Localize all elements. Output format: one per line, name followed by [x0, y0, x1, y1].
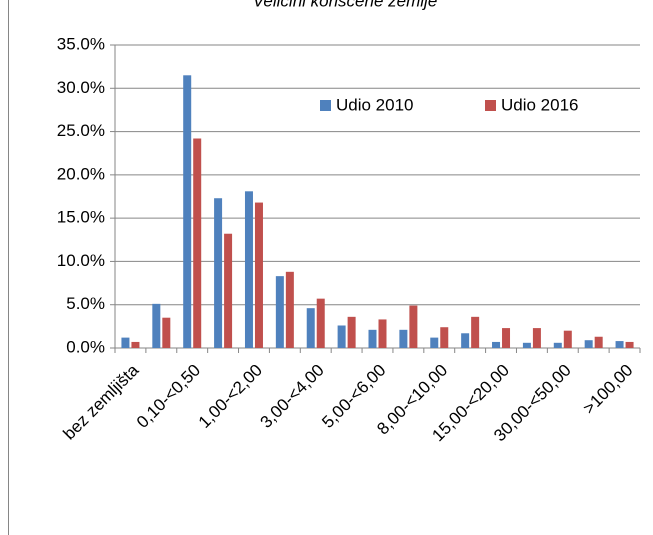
bar	[461, 333, 470, 348]
y-tick-label: 35.0%	[57, 34, 105, 53]
y-tick-label: 15.0%	[57, 208, 105, 227]
y-tick-label: 30.0%	[57, 78, 105, 97]
bar	[563, 330, 572, 348]
bar	[337, 325, 346, 348]
bar	[532, 328, 541, 348]
bar	[615, 341, 624, 348]
bar	[306, 308, 315, 348]
bar	[131, 341, 140, 348]
bar	[275, 276, 284, 348]
bar	[492, 341, 501, 348]
bar	[162, 317, 171, 348]
bar	[594, 336, 603, 348]
bar	[224, 233, 233, 348]
bar	[244, 191, 253, 348]
y-tick-label: 25.0%	[57, 121, 105, 140]
bar	[502, 328, 511, 348]
bar	[183, 75, 192, 349]
x-tick-label: >100,00	[579, 361, 636, 418]
y-tick-label: 0.0%	[66, 337, 105, 356]
legend-swatch	[485, 100, 496, 111]
bar	[285, 271, 294, 348]
bar	[471, 316, 480, 348]
bar	[254, 202, 263, 348]
bar	[625, 341, 634, 348]
bar	[409, 305, 418, 348]
legend-label: Udio 2016	[501, 95, 579, 114]
bar	[368, 329, 377, 348]
bar	[584, 340, 593, 348]
bar	[193, 138, 202, 348]
bar	[347, 316, 356, 348]
bar	[522, 342, 531, 348]
chart-title: Veličini korišćene zemlje	[253, 0, 438, 10]
x-tick-label: 1,00-<2,00	[195, 361, 266, 432]
legend-label: Udio 2010	[336, 95, 414, 114]
bar	[553, 342, 562, 348]
legend-swatch	[320, 100, 331, 111]
bar	[152, 303, 161, 348]
y-tick-label: 5.0%	[66, 294, 105, 313]
bar	[378, 319, 387, 348]
bar	[316, 298, 325, 348]
bar	[430, 337, 439, 348]
bar	[399, 329, 408, 348]
bar	[121, 337, 130, 348]
x-tick-label: 0,10-<0,50	[133, 361, 204, 432]
y-tick-label: 20.0%	[57, 164, 105, 183]
y-tick-label: 10.0%	[57, 251, 105, 270]
x-tick-label: 3,00-<4,00	[256, 361, 327, 432]
bar	[440, 327, 449, 348]
x-tick-label: bez zemljišta	[60, 360, 143, 443]
bar	[214, 198, 223, 348]
